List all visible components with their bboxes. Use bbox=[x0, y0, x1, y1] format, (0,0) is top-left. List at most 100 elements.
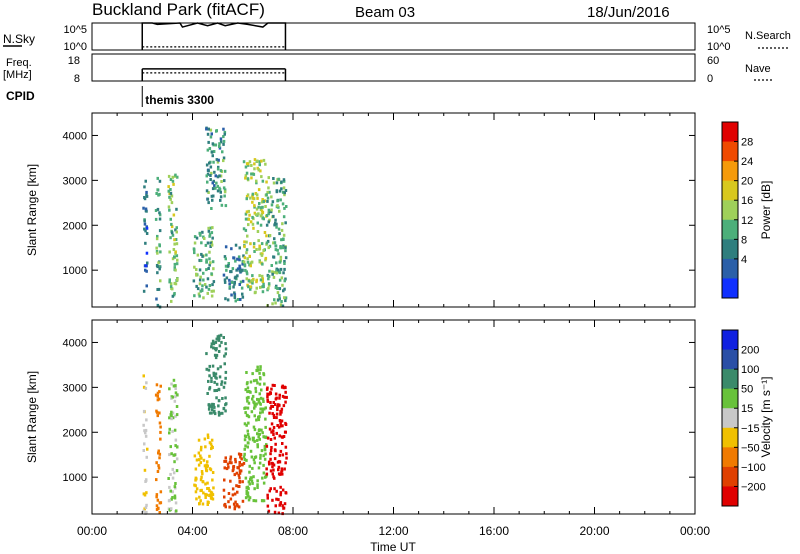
x-tick-label: 04:00 bbox=[177, 524, 207, 538]
x-tick-label: 20:00 bbox=[579, 524, 609, 538]
data-cell bbox=[261, 397, 265, 401]
data-cell bbox=[259, 223, 263, 227]
data-cell bbox=[249, 380, 253, 384]
data-cell bbox=[170, 222, 173, 226]
data-cell bbox=[262, 200, 265, 203]
data-cell bbox=[246, 406, 250, 410]
data-cell bbox=[158, 211, 161, 215]
data-cell bbox=[246, 433, 250, 436]
data-cell bbox=[284, 299, 287, 303]
data-cell bbox=[283, 191, 286, 195]
data-cell bbox=[271, 200, 275, 204]
data-cell bbox=[252, 379, 256, 383]
data-cell bbox=[261, 198, 264, 201]
data-cell bbox=[206, 291, 209, 295]
data-cell bbox=[158, 217, 162, 221]
colorbar-swatch bbox=[722, 486, 738, 507]
data-cell bbox=[158, 179, 162, 183]
data-cell bbox=[283, 206, 286, 210]
data-cell bbox=[231, 267, 235, 271]
data-cell bbox=[208, 234, 211, 238]
freq-left-label-top: Freq. bbox=[6, 57, 32, 69]
data-cell bbox=[158, 267, 161, 271]
data-cell bbox=[283, 502, 287, 506]
data-cell bbox=[283, 287, 286, 291]
data-cell bbox=[259, 377, 262, 381]
data-cell bbox=[155, 409, 158, 413]
data-cell bbox=[278, 189, 282, 193]
data-cell bbox=[238, 480, 241, 483]
data-cell bbox=[211, 446, 214, 449]
data-cell bbox=[172, 182, 175, 186]
data-cell bbox=[199, 478, 203, 482]
data-cell bbox=[244, 228, 248, 232]
power-axes: 1000 2000 3000 4000 bbox=[63, 113, 696, 307]
data-cell bbox=[256, 443, 259, 447]
data-cell bbox=[171, 490, 174, 494]
data-cell bbox=[266, 496, 269, 500]
data-cell bbox=[250, 164, 253, 167]
data-cell bbox=[170, 299, 173, 303]
data-cell bbox=[249, 220, 253, 224]
y-tick-label: 3000 bbox=[63, 382, 87, 394]
data-cell bbox=[245, 382, 249, 386]
data-cell bbox=[278, 393, 281, 397]
data-cell bbox=[233, 280, 236, 284]
data-cell bbox=[284, 256, 288, 260]
data-cell bbox=[275, 261, 278, 265]
data-cell bbox=[262, 481, 266, 485]
data-cell bbox=[210, 404, 213, 408]
data-cell bbox=[243, 256, 247, 260]
data-cell bbox=[283, 296, 286, 300]
data-cell bbox=[206, 180, 209, 184]
noise-left-tick-bottom: 10^0 bbox=[63, 41, 87, 53]
data-cell bbox=[284, 390, 287, 394]
data-cell bbox=[222, 186, 226, 190]
data-cell bbox=[240, 457, 243, 461]
data-cell bbox=[273, 223, 276, 227]
data-cell bbox=[278, 453, 282, 457]
data-cell bbox=[142, 206, 145, 210]
colorbar-swatch bbox=[722, 258, 738, 279]
data-cell bbox=[174, 252, 177, 255]
data-cell bbox=[264, 475, 267, 479]
data-cell bbox=[269, 401, 272, 404]
data-cell bbox=[210, 447, 213, 451]
cpid-program-label: themis 3300 bbox=[145, 93, 214, 107]
data-cell bbox=[159, 430, 162, 434]
data-cell bbox=[251, 466, 254, 470]
data-cell bbox=[241, 463, 244, 467]
data-cell bbox=[246, 390, 249, 394]
data-cell bbox=[172, 293, 176, 297]
data-cell bbox=[238, 269, 241, 272]
data-cell bbox=[156, 188, 159, 192]
data-cell bbox=[215, 382, 219, 386]
data-cell bbox=[245, 486, 248, 490]
data-cell bbox=[218, 142, 221, 146]
data-cell bbox=[171, 411, 175, 415]
data-cell bbox=[212, 374, 216, 377]
data-cell bbox=[251, 481, 254, 485]
data-cell bbox=[211, 402, 214, 406]
data-cell bbox=[210, 194, 214, 198]
data-cell bbox=[198, 282, 202, 286]
data-cell bbox=[175, 254, 179, 258]
data-cell bbox=[257, 418, 261, 422]
data-cell bbox=[170, 396, 173, 400]
data-cell bbox=[233, 294, 236, 298]
data-cell bbox=[244, 476, 248, 480]
data-cell bbox=[198, 268, 202, 272]
data-cell bbox=[256, 196, 259, 200]
data-cell bbox=[205, 468, 208, 472]
data-cell bbox=[230, 293, 233, 297]
data-cell bbox=[158, 456, 161, 460]
data-cell bbox=[258, 274, 261, 278]
data-cell bbox=[255, 193, 259, 197]
data-cell bbox=[284, 189, 288, 192]
noise-frame bbox=[91, 22, 696, 51]
data-cell bbox=[251, 438, 255, 442]
data-cell bbox=[193, 265, 196, 269]
data-cell bbox=[246, 429, 249, 433]
data-cell bbox=[173, 266, 176, 270]
data-cell bbox=[210, 345, 213, 349]
